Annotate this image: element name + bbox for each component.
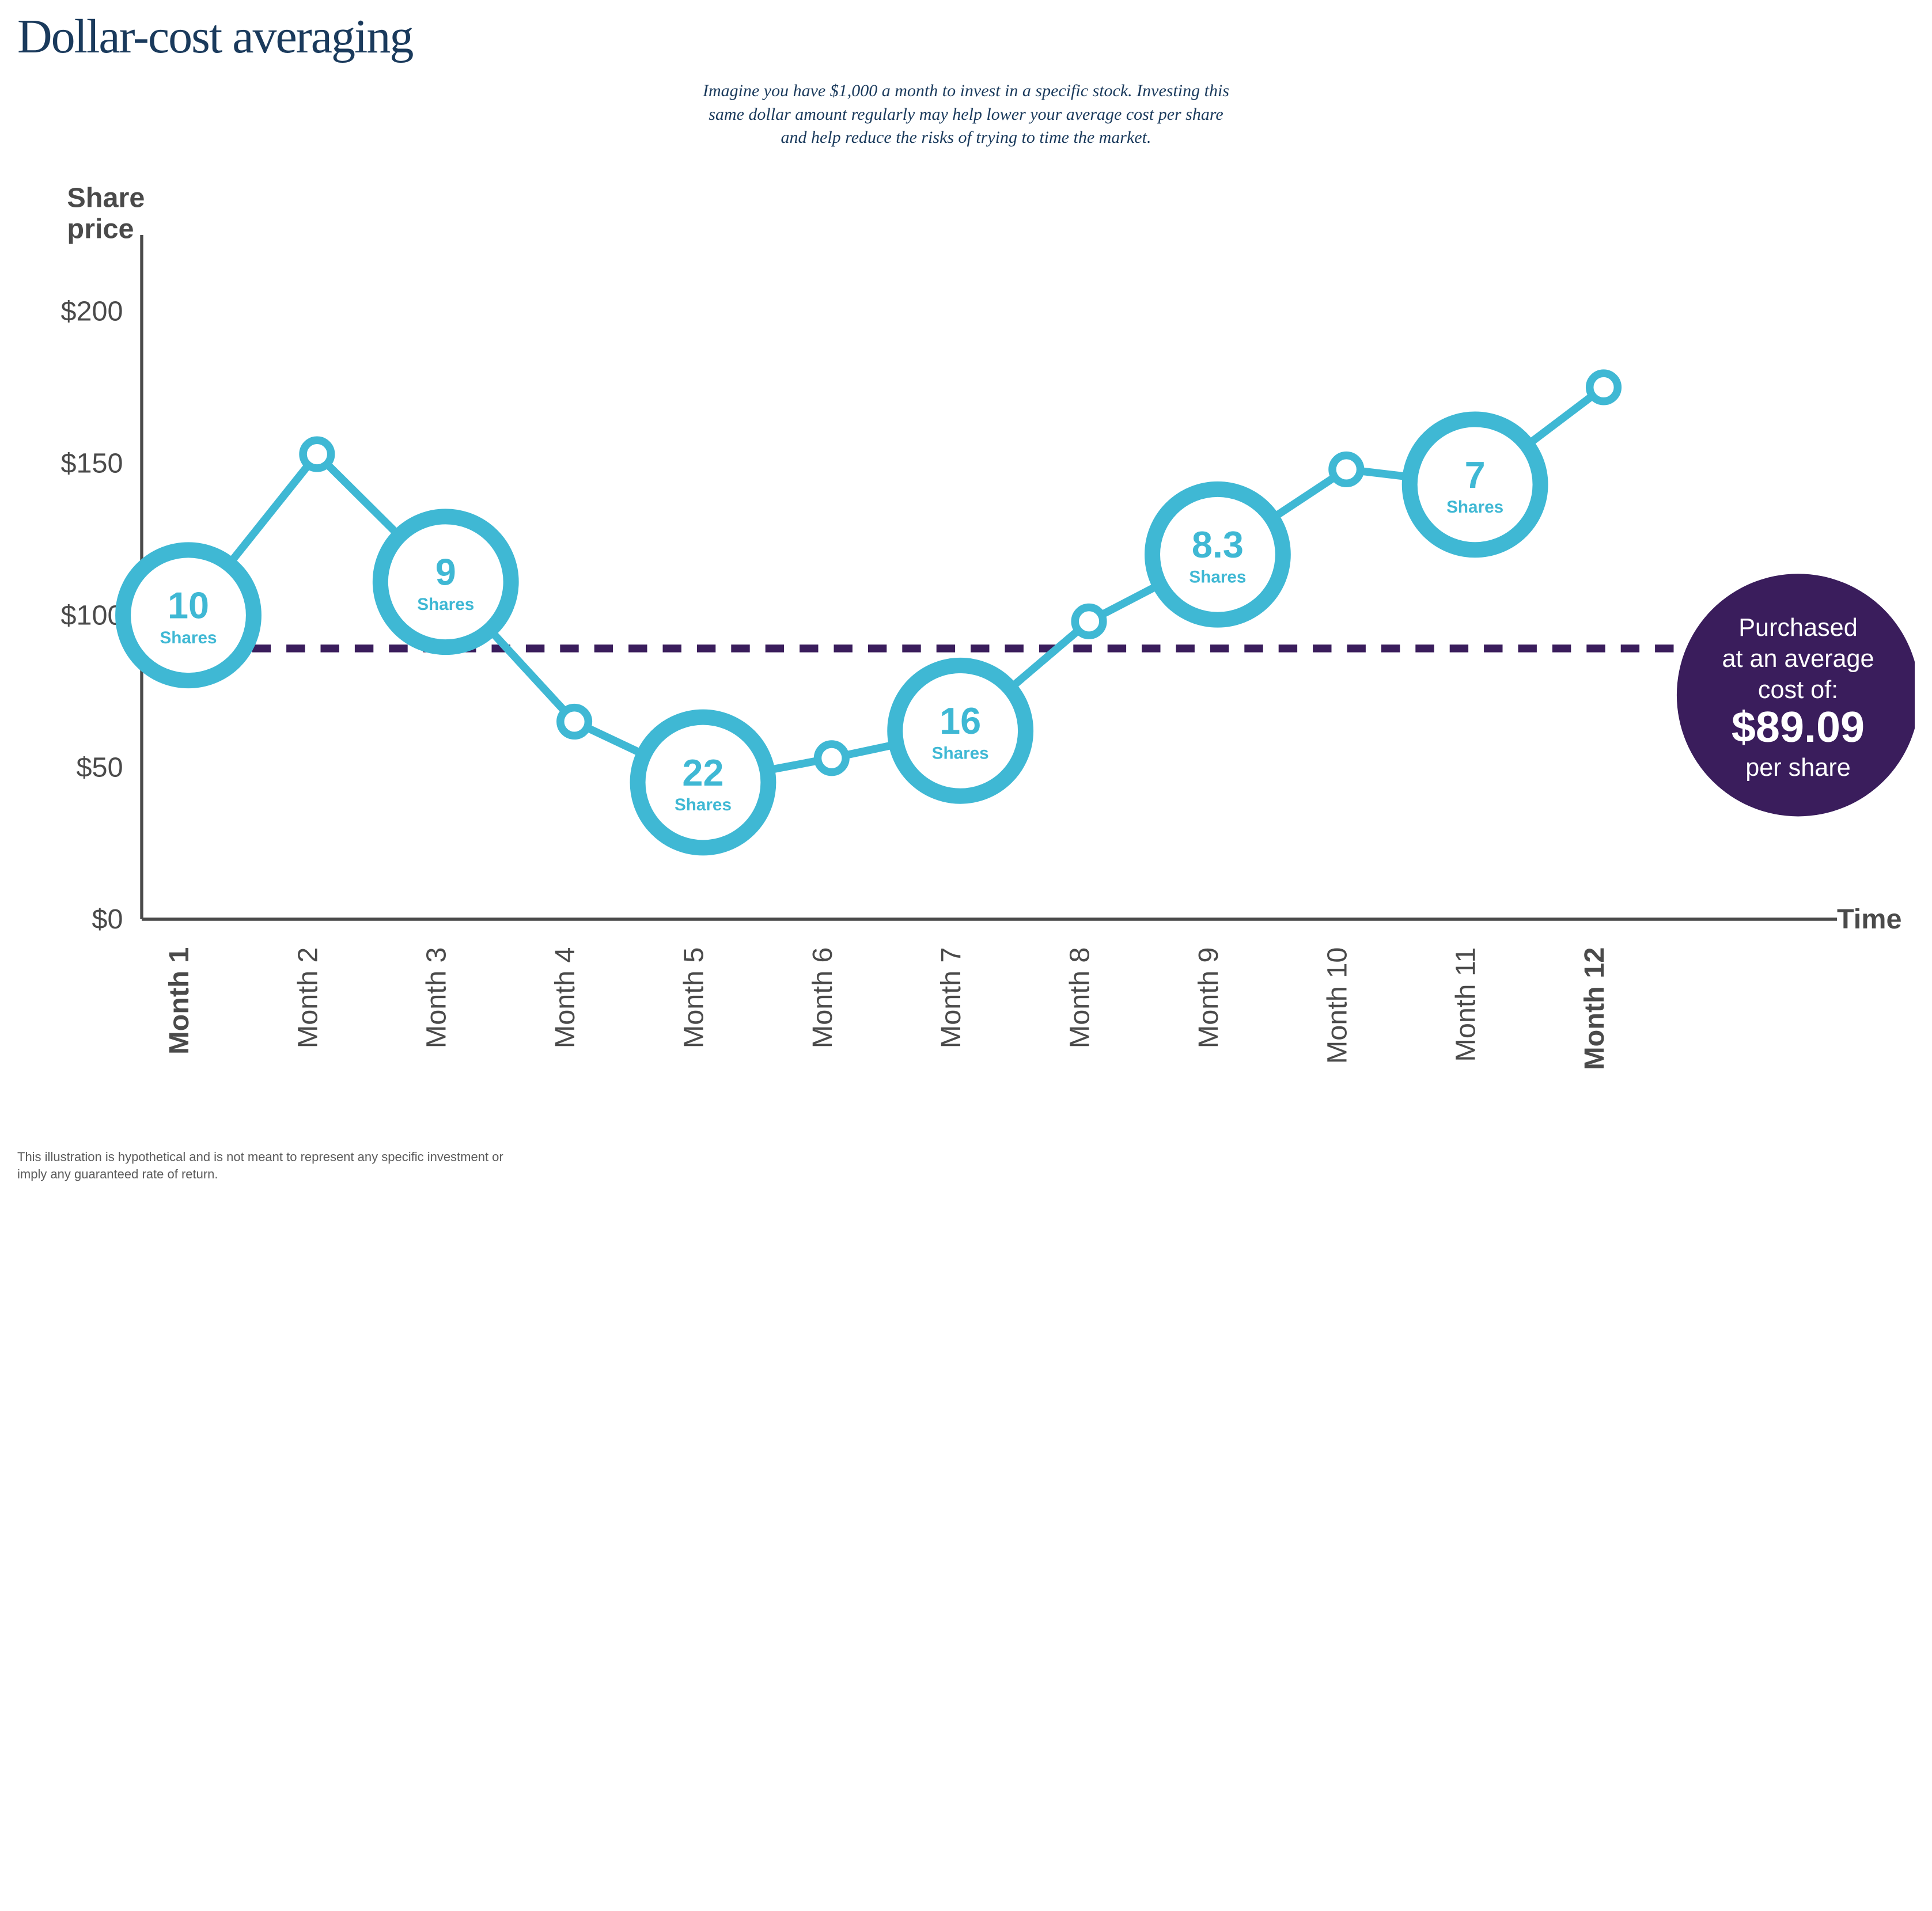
marker-shares-value: 16 bbox=[940, 700, 981, 742]
marker-shares-label: Shares bbox=[932, 744, 989, 763]
x-tick-label: Month 4 bbox=[550, 947, 581, 1048]
small-marker bbox=[1075, 607, 1103, 635]
marker-shares-label: Shares bbox=[675, 795, 732, 814]
x-tick-label: Month 5 bbox=[678, 947, 709, 1048]
avg-callout-text-1: at an average bbox=[1722, 645, 1874, 673]
y-axis-label: Share bbox=[67, 182, 145, 213]
marker-shares-value: 7 bbox=[1465, 453, 1486, 495]
y-axis-label-2: price bbox=[67, 213, 134, 244]
avg-callout-text-4: per share bbox=[1745, 754, 1850, 782]
page-subtitle: Imagine you have $1,000 a month to inves… bbox=[701, 79, 1231, 150]
small-marker bbox=[818, 744, 846, 772]
y-tick-label: $200 bbox=[60, 295, 123, 327]
marker-shares-label: Shares bbox=[417, 595, 474, 614]
small-marker bbox=[1590, 373, 1618, 401]
x-tick-label: Month 2 bbox=[292, 947, 323, 1048]
x-tick-label: Month 8 bbox=[1065, 947, 1096, 1048]
y-tick-label: $0 bbox=[92, 904, 123, 935]
x-tick-label: Month 10 bbox=[1321, 947, 1353, 1064]
dca-chart: Shareprice $0 $50 $100 $150 $200 Time Month 1 Mo… bbox=[17, 173, 1915, 1137]
x-tick-label: Month 7 bbox=[935, 947, 967, 1048]
y-tick-label: $150 bbox=[60, 448, 123, 479]
x-tick-label: Month 3 bbox=[421, 947, 452, 1048]
footnote: This illustration is hypothetical and is… bbox=[17, 1148, 524, 1184]
marker-shares-value: 10 bbox=[168, 584, 209, 626]
x-tick-label: Month 1 bbox=[164, 947, 195, 1054]
avg-callout-text-2: cost of: bbox=[1758, 676, 1838, 704]
avg-callout-text-3: $89.09 bbox=[1732, 703, 1865, 752]
small-marker bbox=[560, 707, 589, 735]
x-axis-label: Time bbox=[1837, 904, 1902, 935]
marker-shares-label: Shares bbox=[160, 628, 217, 647]
marker-shares-label: Shares bbox=[1446, 498, 1503, 517]
y-tick-label: $100 bbox=[60, 600, 123, 631]
marker-shares-label: Shares bbox=[1189, 567, 1246, 586]
x-tick-label: Month 9 bbox=[1193, 947, 1224, 1048]
small-marker bbox=[1332, 455, 1361, 483]
page-title: Dollar-cost averaging bbox=[17, 12, 1915, 62]
marker-shares-value: 8.3 bbox=[1192, 524, 1244, 566]
marker-shares-value: 9 bbox=[435, 551, 456, 593]
chart-svg: Shareprice $0 $50 $100 $150 $200 Time Month 1 Mo… bbox=[17, 173, 1915, 1137]
x-tick-label: Month 12 bbox=[1579, 947, 1610, 1070]
x-tick-label: Month 11 bbox=[1450, 947, 1482, 1061]
marker-shares-value: 22 bbox=[682, 752, 723, 794]
y-tick-label: $50 bbox=[77, 752, 123, 783]
x-tick-label: Month 6 bbox=[807, 947, 838, 1048]
avg-callout-text-0: Purchased bbox=[1738, 614, 1857, 642]
small-marker bbox=[303, 440, 331, 468]
